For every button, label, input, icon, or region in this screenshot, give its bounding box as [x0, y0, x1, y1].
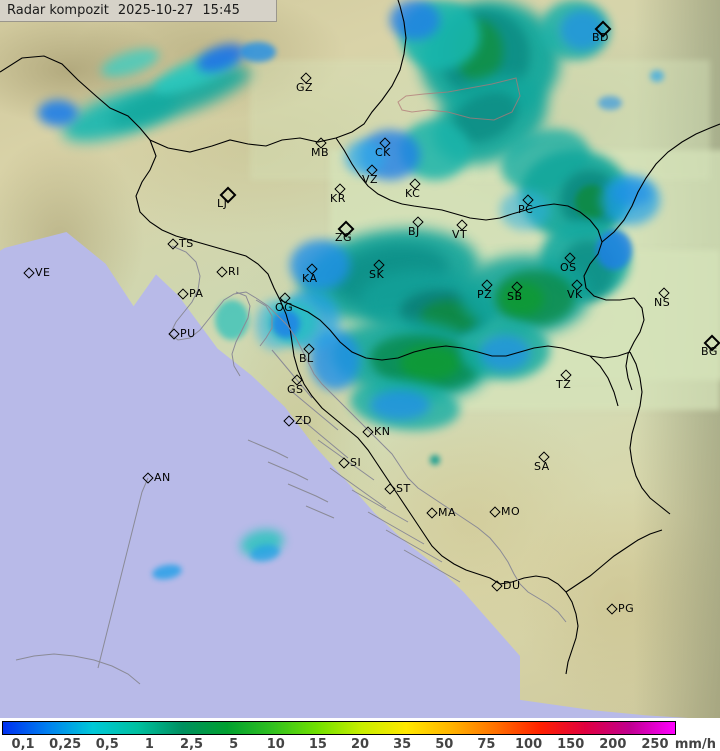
radar-echo: [215, 300, 249, 340]
legend-tick: 150: [557, 737, 585, 751]
radar-echo: [240, 42, 276, 62]
radar-echo: [596, 230, 632, 270]
radar-map[interactable]: VE TS GZ MB LJ KR CK VZ KC BJ VT PC BD OS VK NS BG PZ SB TZ…: [0, 0, 720, 718]
city-label: NS: [654, 296, 671, 309]
city-label: GS: [287, 383, 304, 396]
city-label: VE: [35, 266, 51, 279]
city-label: ZG: [335, 231, 353, 244]
observation-time: 15:45: [202, 3, 240, 18]
city-label: VK: [567, 288, 583, 301]
legend-tick: 1: [144, 737, 154, 751]
radar-echo: [500, 282, 544, 316]
radar-echo: [370, 390, 430, 420]
radar-echo: [290, 240, 350, 290]
radar-echo: [390, 0, 440, 40]
city-label: CK: [375, 146, 391, 159]
legend-tick: 20: [351, 737, 370, 751]
city-label: VT: [452, 228, 468, 241]
city-label: ZD: [295, 414, 313, 427]
radar-echo-layer: [38, 0, 664, 582]
city-label: KA: [302, 272, 318, 285]
city-label: MO: [501, 505, 521, 518]
legend-color-bar: [2, 721, 676, 735]
radar-echo: [598, 96, 622, 110]
city-label: PG: [618, 602, 635, 615]
title-bar: Radar kompozit 2025-10-27 15:45: [0, 0, 277, 22]
product-name: Radar kompozit: [7, 3, 109, 18]
city-label: KR: [330, 192, 346, 205]
radar-echo: [345, 140, 385, 175]
radar-echo: [612, 180, 652, 206]
radar-echo: [480, 335, 530, 371]
radar-echo: [430, 455, 440, 465]
radar-echo: [650, 70, 664, 82]
city-label: PU: [180, 327, 196, 340]
city-label: TZ: [556, 378, 572, 391]
legend-tick: 15: [308, 737, 327, 751]
legend-tick: 200: [599, 737, 627, 751]
city-label: MB: [311, 146, 330, 159]
legend-tick: 100: [514, 737, 543, 751]
city-label: SA: [534, 460, 550, 473]
city-label: TS: [179, 237, 194, 250]
city-label: SI: [350, 456, 362, 469]
legend-tick: 10: [266, 737, 285, 751]
city-label: PC: [518, 203, 534, 216]
city-label: BG: [701, 345, 718, 358]
legend-tick: 5: [229, 737, 239, 751]
legend-tick: 75: [477, 737, 496, 751]
city-label: OS: [560, 261, 577, 274]
city-label: MA: [438, 506, 457, 519]
city-label: LJ: [217, 197, 228, 210]
city-label: SB: [507, 290, 523, 303]
venice-lagoon: [18, 660, 148, 700]
city-label: BD: [592, 31, 610, 44]
observation-date: 2025-10-27: [117, 3, 194, 18]
city-label: ST: [396, 482, 411, 495]
legend-tick: 0,25: [49, 737, 82, 751]
radar-echo: [560, 10, 605, 50]
legend-tick: 35: [393, 737, 412, 751]
city-label: SK: [369, 268, 385, 281]
city-label: GZ: [296, 81, 314, 94]
city-label: VZ: [362, 173, 379, 186]
intensity-legend: 0,1 0,25 0,5 1 2,5 5 10 15 20 35 50 75 100 150 200 250 …: [0, 718, 720, 751]
city-label: AN: [154, 471, 171, 484]
city-label: KN: [374, 425, 391, 438]
radar-echo: [38, 100, 78, 126]
city-label: KC: [405, 187, 421, 200]
city-label: DU: [503, 579, 521, 592]
legend-tick-labels: 0,1 0,25 0,5 1 2,5 5 10 15 20 35 50 75 100 150 200 250: [0, 737, 720, 751]
legend-tick: 0,1: [11, 737, 35, 751]
city-label: PZ: [477, 288, 493, 301]
legend-tick: 50: [435, 737, 454, 751]
city-label: PA: [189, 287, 204, 300]
city-label: BL: [299, 352, 314, 365]
borders-and-coastline-layer: [0, 0, 720, 685]
legend-tick: 250: [641, 737, 669, 751]
radar-echo: [400, 345, 460, 381]
legend-tick: 0,5: [95, 737, 119, 751]
title-text: Radar kompozit 2025-10-27 15:45: [7, 3, 249, 18]
city-label: BJ: [408, 225, 420, 238]
legend-unit-label: mm/h: [674, 737, 716, 751]
city-label: OG: [275, 301, 294, 314]
legend-tick: 2,5: [180, 737, 204, 751]
city-label: RI: [228, 265, 240, 278]
